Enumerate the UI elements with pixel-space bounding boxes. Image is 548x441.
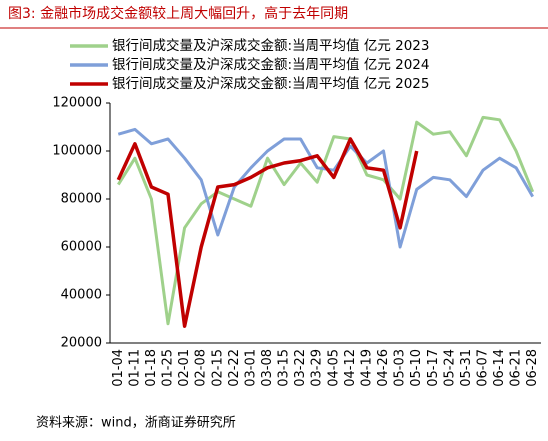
x-tick-label: 01-04 xyxy=(111,349,126,387)
x-tick-label: 01-25 xyxy=(161,349,176,387)
x-tick-label: 05-31 xyxy=(459,349,474,387)
x-tick-label: 05-10 xyxy=(409,349,424,387)
x-tick-label: 06-28 xyxy=(525,349,540,387)
series-line xyxy=(117,115,535,326)
x-tick-label: 04-05 xyxy=(326,349,341,387)
y-tick-label: 60000 xyxy=(61,240,102,255)
chart-title: 图3: 金融市场成交金额较上周大幅回升，高于去年同期 xyxy=(8,5,348,22)
legend-label: 银行间成交量及沪深成交金额:当周平均值 亿元 2025 xyxy=(112,75,430,92)
x-tick-label: 03-22 xyxy=(293,349,308,387)
x-tick-label: 05-17 xyxy=(426,349,441,387)
x-tick-label: 02-01 xyxy=(177,349,192,387)
x-tick-label: 04-19 xyxy=(359,349,374,387)
x-tick-label: 02-15 xyxy=(210,349,225,387)
y-tick-label: 40000 xyxy=(61,288,102,303)
source-note: 资料来源：wind，浙商证券研究所 xyxy=(36,415,236,431)
x-tick-label: 04-26 xyxy=(376,349,391,387)
series-line xyxy=(116,137,419,328)
x-tick-label: 03-29 xyxy=(310,349,325,387)
legend-label: 银行间成交量及沪深成交金额:当周平均值 亿元 2023 xyxy=(112,37,430,54)
x-tick-label: 05-24 xyxy=(442,349,457,387)
x-tick-label: 03-08 xyxy=(260,349,275,387)
x-tick-label: 06-07 xyxy=(475,349,490,387)
x-tick-label: 05-03 xyxy=(393,349,408,387)
x-tick-label: 03-15 xyxy=(277,349,292,387)
x-tick-label: 04-12 xyxy=(343,349,358,387)
x-tick-label: 03-01 xyxy=(243,349,258,387)
x-tick-label: 02-08 xyxy=(194,349,209,387)
x-tick-label: 01-18 xyxy=(144,349,159,387)
y-tick-label: 100000 xyxy=(52,144,102,159)
x-tick-label: 02-22 xyxy=(227,349,242,387)
y-tick-label: 80000 xyxy=(61,192,102,207)
x-tick-label: 01-11 xyxy=(127,349,142,387)
y-tick-label: 20000 xyxy=(61,336,102,351)
x-tick-label: 06-14 xyxy=(492,349,507,387)
y-tick-label: 120000 xyxy=(52,96,102,111)
legend-label: 银行间成交量及沪深成交金额:当周平均值 亿元 2024 xyxy=(112,56,430,73)
x-tick-label: 06-21 xyxy=(509,349,524,387)
